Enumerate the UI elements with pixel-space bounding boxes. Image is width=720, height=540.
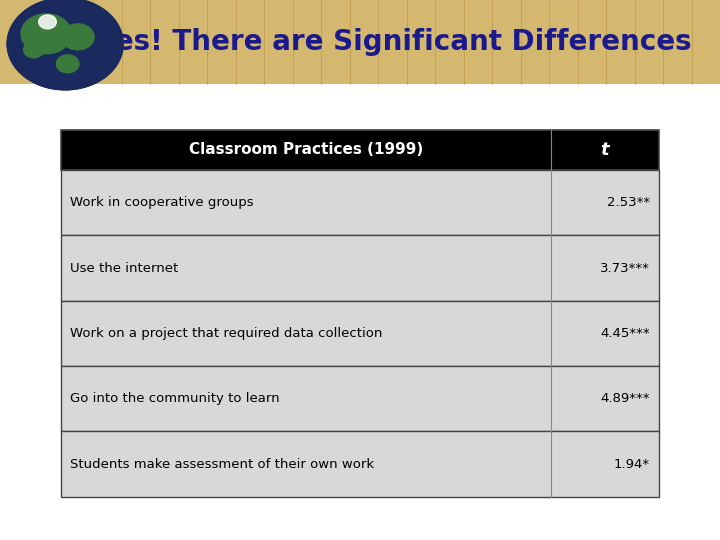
Circle shape bbox=[7, 0, 123, 90]
Bar bbox=[61, 366, 659, 431]
Text: Classroom Practices (1999): Classroom Practices (1999) bbox=[189, 143, 423, 157]
Bar bbox=[61, 130, 659, 170]
Text: Work in cooperative groups: Work in cooperative groups bbox=[70, 196, 253, 210]
Text: 4.89***: 4.89*** bbox=[600, 392, 650, 406]
Circle shape bbox=[7, 0, 123, 90]
Bar bbox=[61, 301, 659, 366]
Text: Use the internet: Use the internet bbox=[70, 261, 178, 275]
Text: Students make assessment of their own work: Students make assessment of their own wo… bbox=[70, 457, 374, 471]
Circle shape bbox=[21, 14, 71, 54]
Text: 3.73***: 3.73*** bbox=[600, 261, 650, 275]
Bar bbox=[61, 235, 659, 301]
Circle shape bbox=[56, 55, 79, 73]
Bar bbox=[0, 0, 720, 84]
Circle shape bbox=[39, 15, 56, 29]
Text: Yes! There are Significant Differences: Yes! There are Significant Differences bbox=[97, 28, 692, 56]
Circle shape bbox=[61, 24, 94, 50]
Text: 1.94*: 1.94* bbox=[614, 457, 650, 471]
Circle shape bbox=[24, 42, 44, 58]
Bar bbox=[61, 170, 659, 235]
Text: Work on a project that required data collection: Work on a project that required data col… bbox=[70, 327, 382, 340]
Text: t: t bbox=[600, 141, 609, 159]
Text: Go into the community to learn: Go into the community to learn bbox=[70, 392, 279, 406]
Text: 4.45***: 4.45*** bbox=[600, 327, 650, 340]
Bar bbox=[61, 431, 659, 497]
Text: 2.53**: 2.53** bbox=[607, 196, 650, 210]
